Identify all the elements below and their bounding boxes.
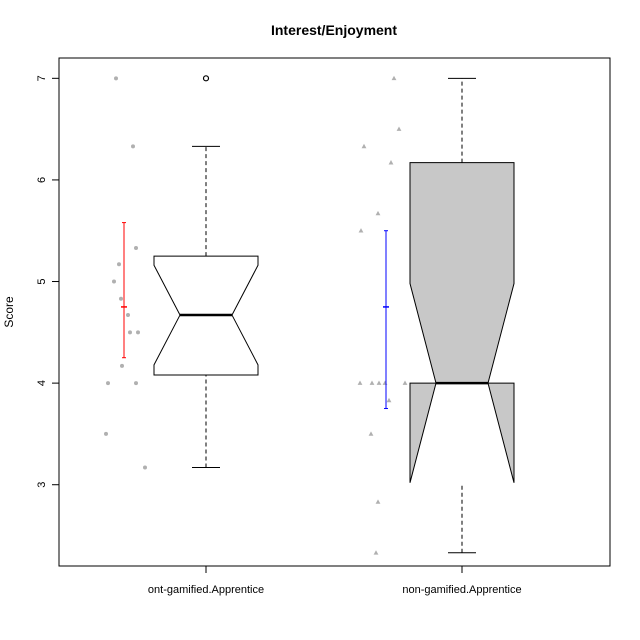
data-point (131, 144, 135, 149)
y-axis: 3 4 5 6 7 (36, 75, 60, 488)
data-point (357, 380, 363, 385)
data-point (376, 380, 382, 385)
box-groups: ont-gamified.Apprentice non-gamified.Appr… (104, 75, 522, 596)
data-point (375, 210, 381, 216)
data-point (126, 313, 130, 318)
y-tick-label: 6 (36, 177, 48, 183)
data-point (117, 262, 121, 267)
y-tick-label: 4 (36, 380, 48, 386)
box-group: ont-gamified.Apprentice (104, 75, 264, 596)
data-point (382, 380, 388, 385)
data-point (112, 279, 116, 284)
data-point (106, 381, 110, 386)
data-point (128, 330, 132, 335)
plot-frame (58, 57, 611, 567)
x-tick-label: non-gamified.Apprentice (402, 584, 521, 596)
data-point (396, 126, 402, 131)
box-group: non-gamified.Apprentice (357, 75, 522, 596)
data-point (361, 143, 367, 149)
data-point (388, 160, 394, 165)
notched-box (409, 162, 515, 483)
outlier-point (202, 75, 210, 82)
data-point (119, 296, 123, 301)
data-point (104, 431, 108, 436)
data-point (358, 228, 364, 233)
x-tick-label: ont-gamified.Apprentice (148, 584, 264, 596)
y-tick-label: 5 (36, 278, 48, 284)
data-point (143, 465, 147, 470)
data-point (375, 499, 381, 504)
data-point (136, 330, 140, 335)
y-tick-label: 7 (36, 75, 48, 81)
data-point (114, 76, 118, 81)
data-point (402, 380, 408, 385)
data-point (134, 245, 138, 250)
y-axis-label: Score (2, 296, 16, 328)
data-point (369, 380, 375, 385)
data-point (373, 550, 379, 555)
data-point (391, 75, 397, 81)
data-point (368, 431, 374, 436)
data-point (120, 363, 124, 368)
data-point (134, 381, 138, 386)
y-tick-label: 3 (36, 482, 48, 488)
chart-title: Interest/Enjoyment (271, 22, 397, 38)
data-point (386, 397, 392, 403)
